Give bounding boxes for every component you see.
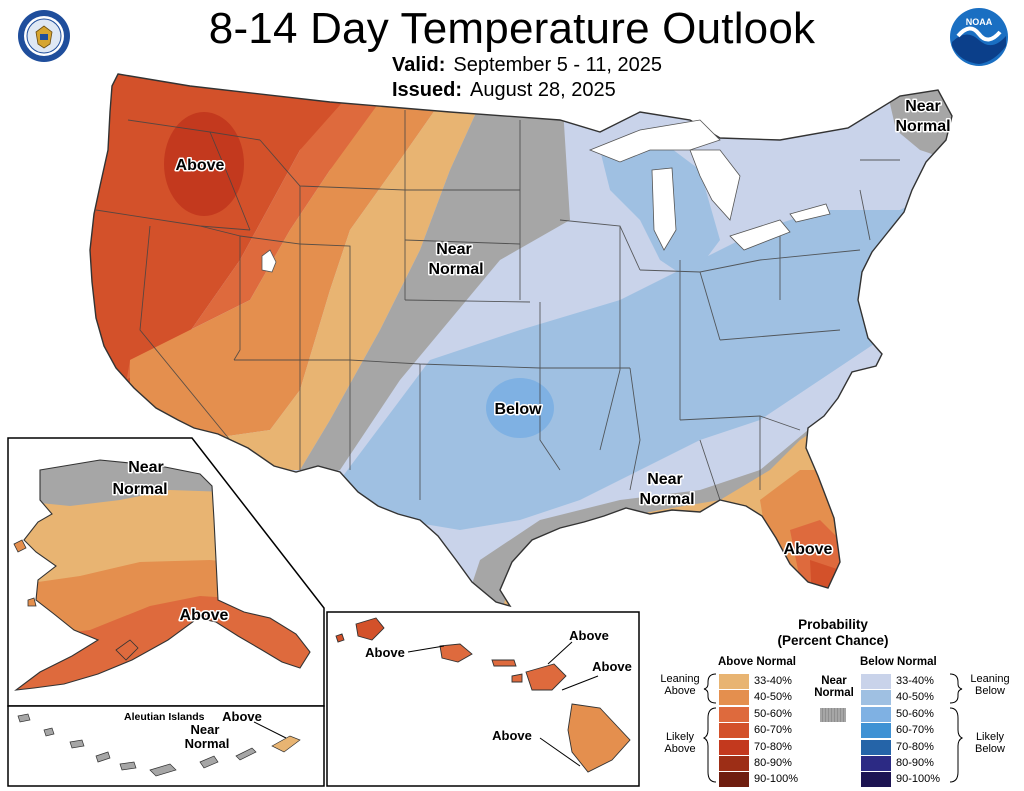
legend-above-label: 90-100%: [754, 773, 799, 786]
hawaii-pointer-big-island: [539, 737, 581, 767]
legend-below-label: 33-40%: [896, 675, 934, 687]
legend-above-header: Above Normal: [718, 656, 796, 668]
legend-above-swatch: [719, 674, 749, 689]
valid-dates: September 5 - 11, 2025: [453, 54, 663, 76]
legend-above-label: 40-50%: [754, 691, 792, 704]
legend-below-label: 90-100%: [896, 773, 941, 786]
hawaii-pointer-maui: [547, 641, 573, 665]
legend-leaning-above-l2: Above: [664, 685, 696, 697]
legend-below-braces: [949, 673, 964, 783]
legend-leaning-below: Leaning Below: [966, 673, 1014, 697]
hawaii-pointer-oahu: [407, 645, 445, 653]
label-near-normal-plains-line1: Near: [436, 241, 472, 258]
legend-below-swatch: [861, 756, 891, 771]
legend-below-swatch: [861, 706, 891, 722]
great-salt-lake: [261, 249, 277, 273]
label-alaska-near-normal-line2: Normal: [112, 481, 167, 498]
hawaii-pointer-east: [561, 675, 599, 691]
great-lakes: [588, 119, 831, 251]
legend-below-swatch: [861, 674, 891, 689]
aleutian-east-island: [271, 735, 301, 753]
aleutian-above-pointer: [253, 721, 287, 739]
legend-leaning-below-l2: Below: [975, 685, 1005, 697]
legend-below-swatch: [861, 690, 891, 706]
label-aleutian-near-line1: Near: [191, 722, 220, 737]
legend-leaning-above: Leaning Above: [656, 673, 704, 697]
map-title: 8-14 Day Temperature Outlook: [208, 4, 816, 53]
label-aleutian-above: Above: [222, 709, 262, 724]
legend-leaning-above-l1: Leaning: [660, 673, 700, 685]
commerce-seal-icon: [16, 8, 72, 69]
legend-above-label: 50-60%: [754, 707, 792, 720]
legend-below-swatch: [861, 723, 891, 739]
legend-title: Probability (Percent Chance): [766, 617, 900, 649]
legend-above-label: 70-80%: [754, 740, 792, 753]
label-alaska-above: Above: [180, 607, 229, 624]
noaa-logo-text: NOAA: [966, 17, 993, 27]
legend-below-swatch: [861, 739, 891, 755]
label-above-florida: Above: [784, 541, 833, 558]
label-below-oklahoma: Below: [494, 401, 542, 418]
label-near-normal-plains-line2: Normal: [428, 261, 483, 278]
legend-likely-below-l1: Likely: [975, 731, 1005, 743]
legend-near-line2: Normal: [814, 687, 854, 699]
label-aleutian-near-line2: Normal: [185, 736, 230, 751]
legend-near-normal-swatch: [820, 708, 846, 722]
hawaii-islands: [335, 617, 631, 773]
legend-below-label: 60-70%: [896, 724, 934, 737]
legend-below-header: Below Normal: [860, 656, 937, 668]
alaska-islands: [13, 539, 139, 661]
legend-above-swatch: [719, 739, 749, 755]
legend-above-swatch: [719, 756, 749, 771]
label-hawaii-above-kauai: Above: [365, 645, 405, 660]
legend-below-label: 80-90%: [896, 757, 934, 769]
legend-near-line1: Near: [821, 675, 847, 687]
label-hawaii-above-big: Above: [492, 728, 532, 743]
alaska-outline: [14, 459, 311, 691]
legend-leaning-below-l1: Leaning: [970, 673, 1010, 685]
state-boundaries: [95, 110, 900, 501]
legend-above-label: 33-40%: [754, 675, 792, 687]
legend-likely-below: Likely Below: [966, 731, 1014, 755]
label-above-northwest: Above: [176, 157, 225, 174]
label-near-normal-gulf-line2: Normal: [639, 491, 694, 508]
valid-line: Valid: September 5 - 11, 2025: [392, 54, 662, 77]
label-near-normal-maine-line1: Near: [905, 98, 941, 115]
legend-below-swatch: [861, 772, 891, 788]
legend-above-swatch: [719, 723, 749, 739]
label-aleutian-title: Aleutian Islands: [124, 711, 205, 723]
legend-above-swatch: [719, 772, 749, 788]
legend-below-label: 50-60%: [896, 707, 934, 720]
legend-above-swatch: [719, 690, 749, 706]
label-near-normal-gulf-line1: Near: [647, 471, 683, 488]
noaa-logo-icon: NOAA: [948, 6, 1010, 73]
legend-likely-above-l2: Above: [664, 743, 696, 755]
label-hawaii-above-maui: Above: [569, 628, 609, 643]
legend-below-label: 40-50%: [896, 691, 934, 704]
legend-likely-above-l1: Likely: [665, 731, 695, 743]
legend-above-braces: [702, 673, 717, 783]
legend-below-label: 70-80%: [896, 740, 934, 753]
valid-label: Valid:: [392, 54, 446, 76]
legend-likely-below-l2: Below: [975, 743, 1005, 755]
label-hawaii-above-east: Above: [592, 659, 632, 674]
legend-near-normal-label: Near Normal: [806, 675, 862, 699]
legend-likely-above: Likely Above: [656, 731, 704, 755]
legend-title-line1: Probability: [798, 617, 868, 632]
label-alaska-near-normal-line1: Near: [128, 459, 164, 476]
legend-above-swatch: [719, 706, 749, 722]
conus-outline: [89, 73, 953, 608]
legend-above-label: 60-70%: [754, 724, 792, 737]
label-near-normal-maine-line2: Normal: [895, 118, 950, 135]
issued-date: August 28, 2025: [470, 79, 616, 101]
issued-line: Issued: August 28, 2025: [392, 79, 616, 102]
issued-label: Issued:: [392, 79, 463, 101]
aleutian-islands: [17, 713, 257, 777]
legend-title-line2: (Percent Chance): [777, 633, 889, 648]
legend-above-label: 80-90%: [754, 757, 792, 769]
